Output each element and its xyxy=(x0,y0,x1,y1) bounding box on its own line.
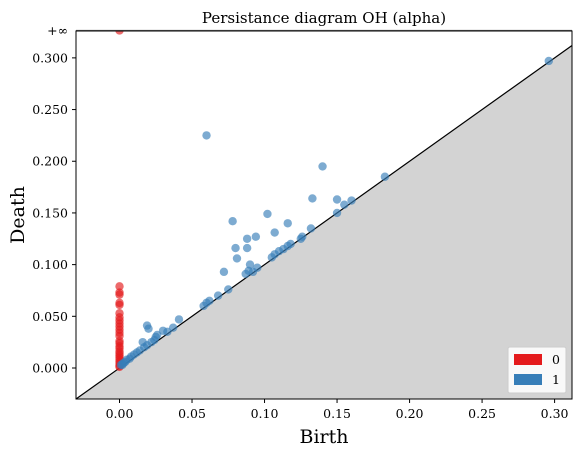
data-point-dim-1 xyxy=(243,244,251,252)
data-point-dim-1 xyxy=(199,302,207,310)
legend-label-0: 0 xyxy=(552,352,560,367)
data-point-dim-1 xyxy=(252,233,260,241)
data-point-dim-1 xyxy=(144,325,152,333)
data-point-dim-1 xyxy=(545,57,553,65)
infinity-tick-label: +∞ xyxy=(47,23,68,38)
data-point-dim-1 xyxy=(249,268,257,276)
data-point-dim-1 xyxy=(224,285,232,293)
x-tick-label: 0.20 xyxy=(396,406,424,421)
y-tick-label: 0.250 xyxy=(32,102,68,117)
data-point-dim-1 xyxy=(228,217,236,225)
data-point-dim-1 xyxy=(231,244,239,252)
data-point-dim-0 xyxy=(115,301,123,309)
data-point-dim-1 xyxy=(307,224,315,232)
data-point-dim-1 xyxy=(347,196,355,204)
legend: 0 1 xyxy=(508,347,566,393)
x-axis-title: Birth xyxy=(300,426,349,448)
data-point-dim-1 xyxy=(333,209,341,217)
x-tick-label: 0.00 xyxy=(106,406,134,421)
data-point-dim-1 xyxy=(220,268,228,276)
y-tick-label: 0.000 xyxy=(32,360,68,375)
x-tick-label: 0.30 xyxy=(541,406,569,421)
legend-swatch-0 xyxy=(514,354,542,365)
data-point-dim-1 xyxy=(268,253,276,261)
data-point-dim-1 xyxy=(175,315,183,323)
x-tick-label: 0.15 xyxy=(323,406,351,421)
y-tick-label: 0.150 xyxy=(32,205,68,220)
x-tick-label: 0.10 xyxy=(251,406,279,421)
data-point-dim-1 xyxy=(308,194,316,202)
data-point-dim-1 xyxy=(202,131,210,139)
chart-title: Persistance diagram OH (alpha) xyxy=(202,9,446,27)
data-point-dim-1 xyxy=(243,235,251,243)
data-point-dim-1 xyxy=(284,219,292,227)
data-point-dim-1 xyxy=(340,200,348,208)
plot-area xyxy=(76,26,572,449)
x-tick-label: 0.25 xyxy=(468,406,496,421)
data-point-dim-1 xyxy=(270,228,278,236)
data-point-dim-1 xyxy=(263,210,271,218)
data-point-dim-1 xyxy=(241,270,249,278)
data-point-dim-1 xyxy=(381,173,389,181)
y-tick-label: 0.300 xyxy=(32,50,68,65)
data-point-dim-1 xyxy=(163,328,171,336)
data-point-dim-1 xyxy=(297,235,305,243)
y-axis-title: Death xyxy=(7,186,29,244)
legend-swatch-1 xyxy=(514,374,542,385)
data-point-dim-1 xyxy=(333,195,341,203)
y-tick-label: 0.050 xyxy=(32,309,68,324)
y-tick-label: 0.100 xyxy=(32,257,68,272)
legend-label-1: 1 xyxy=(552,372,560,387)
data-point-dim-1 xyxy=(118,361,126,369)
data-point-dim-1 xyxy=(214,291,222,299)
x-tick-label: 0.05 xyxy=(178,406,206,421)
data-point-dim-0 xyxy=(115,290,123,298)
data-point-dim-1 xyxy=(318,162,326,170)
y-tick-label: 0.200 xyxy=(32,154,68,169)
data-point-dim-1 xyxy=(233,254,241,262)
